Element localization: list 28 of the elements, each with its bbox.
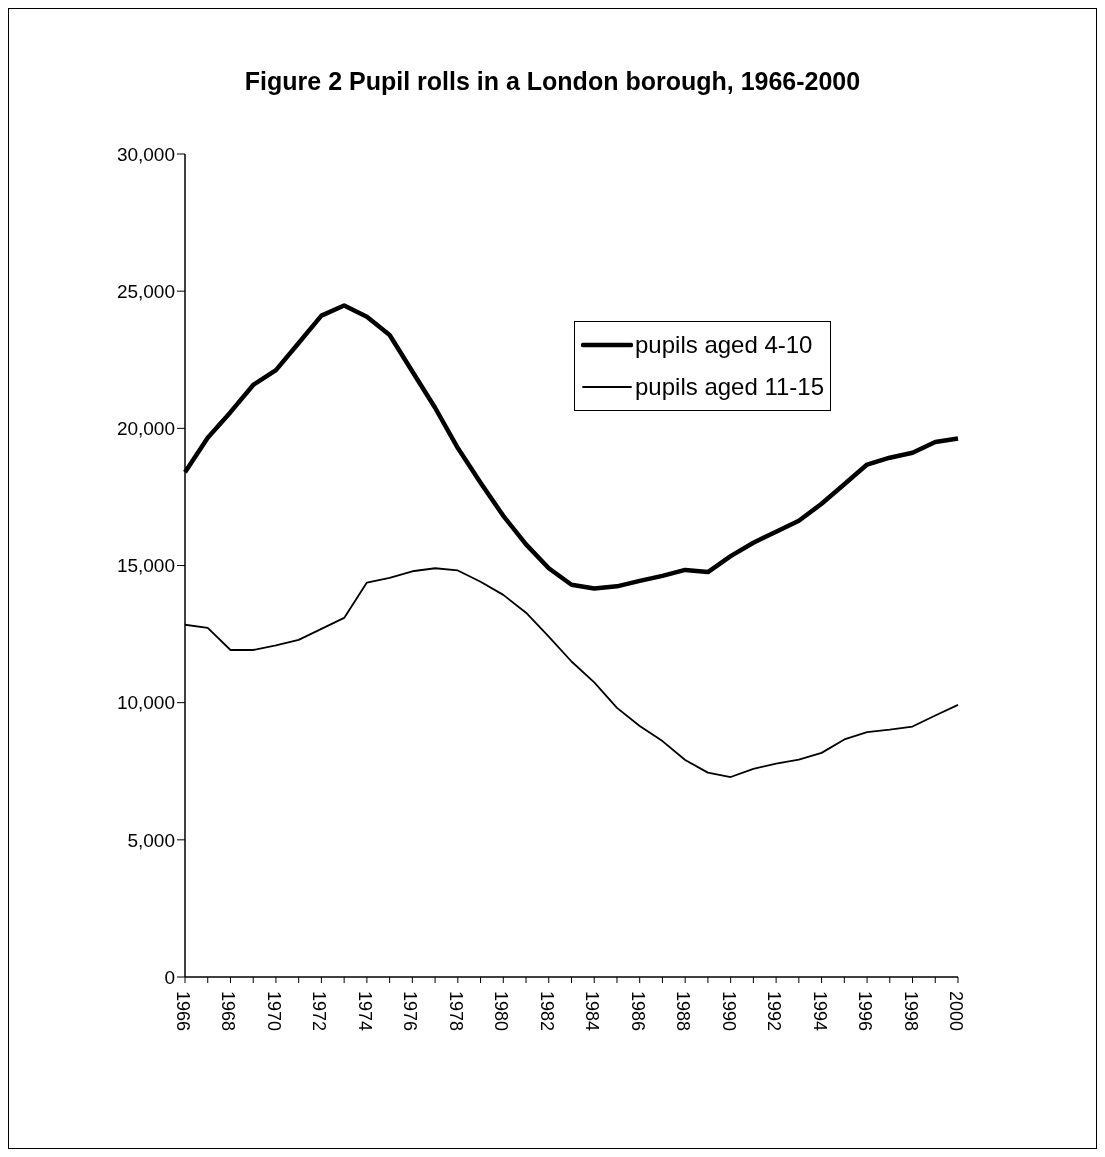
x-tick-label: 1978	[445, 991, 466, 1032]
y-tick-label: 20,000	[116, 418, 175, 440]
y-tick-label: 5,000	[127, 829, 175, 851]
legend-label: pupils aged 11-15	[635, 373, 825, 401]
y-tick-label: 30,000	[116, 143, 175, 165]
x-tick-label: 1988	[673, 991, 694, 1032]
x-tick-label: 1990	[718, 991, 739, 1032]
y-tick-label: 25,000	[116, 280, 175, 302]
y-tick-label: 0	[164, 966, 175, 988]
chart-title: Figure 2 Pupil rolls in a London borough, 1966-2000	[243, 67, 862, 96]
x-tick-label: 2000	[946, 991, 966, 1032]
x-tick-label: 1998	[900, 991, 921, 1032]
y-tick-label: 10,000	[116, 692, 175, 714]
x-tick-label: 1994	[809, 991, 830, 1032]
x-tick-label: 1972	[309, 991, 330, 1032]
x-tick-label: 1970	[263, 991, 284, 1032]
x-tick-label: 1974	[354, 991, 375, 1032]
x-tick-label: 1982	[536, 991, 557, 1032]
x-tick-label: 1986	[627, 991, 648, 1032]
y-tick-label: 15,000	[116, 555, 175, 577]
x-tick-label: 1992	[764, 991, 785, 1032]
legend-label: pupils aged 4-10	[635, 331, 813, 359]
x-tick-label: 1996	[855, 991, 876, 1032]
x-tick-label: 1984	[582, 991, 603, 1032]
x-tick-label: 1976	[400, 991, 421, 1032]
x-tick-label: 1980	[491, 991, 512, 1032]
x-tick-label: 1966	[173, 991, 193, 1032]
x-tick-label: 1968	[218, 991, 239, 1032]
